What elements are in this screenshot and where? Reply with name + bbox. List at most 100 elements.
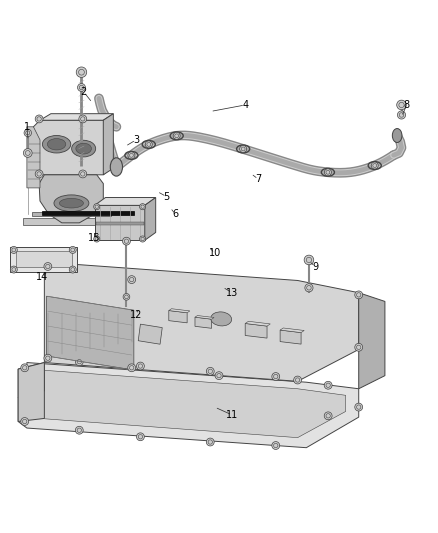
Circle shape <box>397 100 406 110</box>
Circle shape <box>24 129 32 136</box>
Circle shape <box>123 237 131 245</box>
Polygon shape <box>95 198 155 205</box>
Polygon shape <box>245 324 267 338</box>
Polygon shape <box>195 316 214 319</box>
Polygon shape <box>33 120 110 175</box>
Ellipse shape <box>72 140 95 157</box>
Polygon shape <box>39 175 103 223</box>
Circle shape <box>304 255 314 265</box>
Polygon shape <box>16 251 72 268</box>
Polygon shape <box>103 114 113 175</box>
Ellipse shape <box>76 143 92 154</box>
Text: 5: 5 <box>163 192 170 201</box>
Circle shape <box>35 115 43 123</box>
Polygon shape <box>280 328 304 333</box>
Polygon shape <box>18 362 44 398</box>
Polygon shape <box>40 114 113 120</box>
Ellipse shape <box>392 128 402 142</box>
Text: 1: 1 <box>24 122 30 132</box>
Polygon shape <box>31 370 346 438</box>
Circle shape <box>272 373 280 381</box>
Circle shape <box>140 236 146 242</box>
Circle shape <box>75 358 83 366</box>
Circle shape <box>76 67 87 77</box>
Circle shape <box>293 376 301 384</box>
Text: 14: 14 <box>36 272 48 282</box>
Circle shape <box>137 433 145 441</box>
Circle shape <box>94 236 100 242</box>
Circle shape <box>44 263 52 270</box>
Polygon shape <box>359 293 385 389</box>
Ellipse shape <box>54 195 89 212</box>
Circle shape <box>206 438 214 446</box>
Circle shape <box>324 381 332 389</box>
Circle shape <box>324 412 332 420</box>
Polygon shape <box>245 321 270 326</box>
Polygon shape <box>145 198 155 240</box>
Circle shape <box>75 426 83 434</box>
Circle shape <box>305 284 313 292</box>
Circle shape <box>272 441 280 449</box>
Circle shape <box>128 152 135 159</box>
Polygon shape <box>169 311 187 323</box>
Text: 2: 2 <box>81 87 87 97</box>
Circle shape <box>355 343 363 351</box>
Circle shape <box>21 364 28 372</box>
Polygon shape <box>169 309 190 313</box>
Polygon shape <box>195 317 212 328</box>
Text: 3: 3 <box>133 135 139 145</box>
Circle shape <box>140 204 146 210</box>
Circle shape <box>173 132 180 139</box>
Circle shape <box>21 417 28 425</box>
Circle shape <box>11 266 17 273</box>
Circle shape <box>371 162 378 169</box>
Text: 12: 12 <box>130 310 142 319</box>
Circle shape <box>355 291 363 299</box>
Polygon shape <box>11 247 77 272</box>
Circle shape <box>35 170 43 178</box>
Polygon shape <box>27 127 40 188</box>
Circle shape <box>44 354 52 362</box>
Text: 7: 7 <box>255 174 261 184</box>
Polygon shape <box>46 296 134 370</box>
Circle shape <box>78 84 85 92</box>
Ellipse shape <box>42 135 71 153</box>
Polygon shape <box>95 205 145 240</box>
Circle shape <box>79 115 87 123</box>
Text: 9: 9 <box>312 262 318 271</box>
Circle shape <box>206 367 214 375</box>
Polygon shape <box>32 212 111 216</box>
Text: 6: 6 <box>172 209 178 219</box>
Circle shape <box>240 146 247 152</box>
Circle shape <box>79 170 87 178</box>
Polygon shape <box>42 212 134 215</box>
Text: 10: 10 <box>208 248 221 259</box>
Circle shape <box>23 149 32 157</box>
Ellipse shape <box>60 198 83 208</box>
Polygon shape <box>280 330 301 344</box>
Circle shape <box>215 372 223 379</box>
Circle shape <box>137 362 145 370</box>
Circle shape <box>145 141 152 148</box>
Bar <box>96 222 144 225</box>
Circle shape <box>94 204 100 210</box>
Circle shape <box>11 246 17 253</box>
Circle shape <box>325 169 332 176</box>
Circle shape <box>128 364 136 372</box>
Polygon shape <box>22 219 119 225</box>
Ellipse shape <box>47 139 66 150</box>
Text: 15: 15 <box>88 233 101 243</box>
Polygon shape <box>18 362 359 448</box>
Polygon shape <box>138 324 162 344</box>
Text: 13: 13 <box>226 288 238 298</box>
Ellipse shape <box>110 158 123 176</box>
Polygon shape <box>18 362 44 422</box>
Ellipse shape <box>211 312 232 326</box>
Text: 4: 4 <box>242 100 248 110</box>
Circle shape <box>355 403 363 411</box>
Circle shape <box>69 266 76 273</box>
Circle shape <box>397 111 406 119</box>
Circle shape <box>128 276 136 284</box>
Polygon shape <box>44 262 359 381</box>
Text: 8: 8 <box>404 100 410 110</box>
